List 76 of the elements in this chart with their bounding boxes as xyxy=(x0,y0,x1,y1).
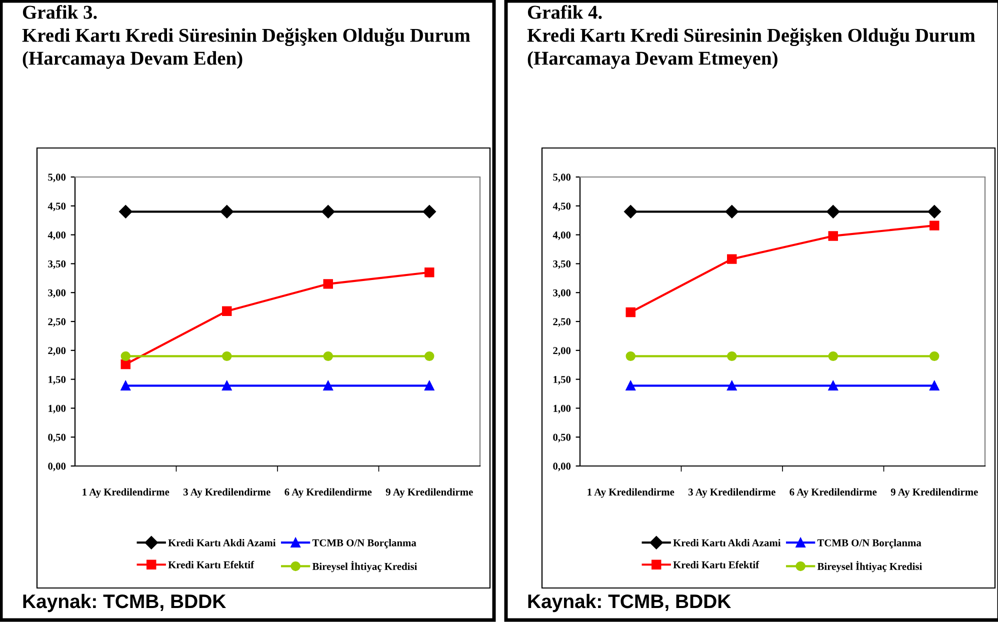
legend-label: Kredi Kartı Efektif xyxy=(168,560,254,568)
y-tick-label: 4,00 xyxy=(552,231,571,240)
y-tick-label: 1,50 xyxy=(48,376,66,385)
point xyxy=(725,205,738,218)
x-tick-label: 3 Ay Kredilendirme xyxy=(688,488,776,498)
point xyxy=(727,254,737,264)
point xyxy=(626,351,636,362)
point xyxy=(626,380,636,391)
y-tick-label: 2,50 xyxy=(553,318,571,327)
point xyxy=(424,380,434,391)
point xyxy=(119,205,132,218)
x-tick-label: 9 Ay Kredilendirme xyxy=(386,488,473,498)
point xyxy=(930,380,940,391)
point xyxy=(323,279,333,289)
chart-title: Grafik 3. xyxy=(22,4,97,19)
point xyxy=(624,205,638,218)
point xyxy=(220,205,234,218)
y-tick-label: 4,50 xyxy=(48,202,66,212)
y-tick-label: 3,50 xyxy=(553,260,571,269)
point xyxy=(222,380,232,391)
chart-subtitle: Kredi Kartı Kredi Süresinin Değişken Olduğu Durum (Harcamaya Devam Etmeyen) xyxy=(527,28,976,69)
point xyxy=(727,351,737,362)
y-tick-label: 2,00 xyxy=(48,347,66,356)
legend-label: TCMB O/N Borçlanma xyxy=(817,539,922,548)
y-tick-label: 4,50 xyxy=(552,202,571,212)
y-tick-label: 0,50 xyxy=(48,434,66,442)
legend-label: Kredi Kartı Akdi Azami xyxy=(673,539,781,546)
point xyxy=(120,351,130,362)
x-tick-label: 1 Ay Kredilendirme xyxy=(82,488,170,498)
y-tick-label: 0,00 xyxy=(48,462,66,472)
text: Kaynak: TCMB, BDDK xyxy=(23,594,226,612)
legend-label: Bireysel İhtiyaç Kredisi xyxy=(817,560,922,572)
x-tick-label: 9 Ay Kredilendirme xyxy=(890,488,978,498)
chart-title: Grafik 4. xyxy=(528,4,602,19)
point xyxy=(727,380,737,391)
y-tick-label: 2,50 xyxy=(48,318,66,327)
point xyxy=(322,205,335,218)
point xyxy=(928,205,941,218)
y-tick-label: 4,00 xyxy=(48,231,66,240)
y-tick-label: 3,50 xyxy=(48,260,66,269)
point xyxy=(222,351,232,362)
y-tick-label: 1,50 xyxy=(554,376,571,385)
point xyxy=(120,380,130,391)
y-tick-label: 0,50 xyxy=(553,434,571,442)
point xyxy=(828,380,838,391)
x-tick-label: 6 Ay Kredilendirme xyxy=(790,488,877,498)
x-tick-label: 6 Ay Kredilendirme xyxy=(284,488,372,498)
y-tick-label: 3,00 xyxy=(553,289,571,298)
legend-label: Bireysel İhtiyaç Kredisi xyxy=(312,560,418,572)
point xyxy=(120,359,130,370)
point xyxy=(828,231,838,241)
legend-label: Kredi Kartı Efektif xyxy=(673,560,760,568)
point xyxy=(826,205,840,218)
text: Kaynak: TCMB, BDDK xyxy=(528,594,732,612)
y-tick-label: 5,00 xyxy=(48,174,66,182)
chart-subtitle: Kredi Kartı Kredi Süresinin Değişken Olduğu Durum (Harcamaya Devam Eden) xyxy=(22,28,470,69)
x-tick-label: 3 Ay Kredilendirme xyxy=(183,488,270,498)
point xyxy=(422,205,436,218)
legend-label: TCMB O/N Borçlanma xyxy=(312,539,416,548)
point xyxy=(828,351,838,362)
point xyxy=(424,351,434,362)
point xyxy=(323,351,333,362)
y-tick-label: 1,00 xyxy=(554,404,571,414)
point xyxy=(930,351,940,362)
y-tick-label: 3,00 xyxy=(48,289,66,298)
y-tick-label: 1,00 xyxy=(48,404,66,414)
point xyxy=(323,380,333,391)
legend-label: Kredi Kartı Akdi Azami xyxy=(168,539,276,546)
point xyxy=(626,307,636,318)
point xyxy=(424,268,434,278)
y-tick-label: 0,00 xyxy=(553,462,571,472)
point xyxy=(222,306,232,316)
y-tick-label: 2,00 xyxy=(553,347,571,356)
point xyxy=(930,220,940,230)
x-tick-label: 1 Ay Kredilendirme xyxy=(588,488,674,498)
y-tick-label: 5,00 xyxy=(553,174,571,182)
